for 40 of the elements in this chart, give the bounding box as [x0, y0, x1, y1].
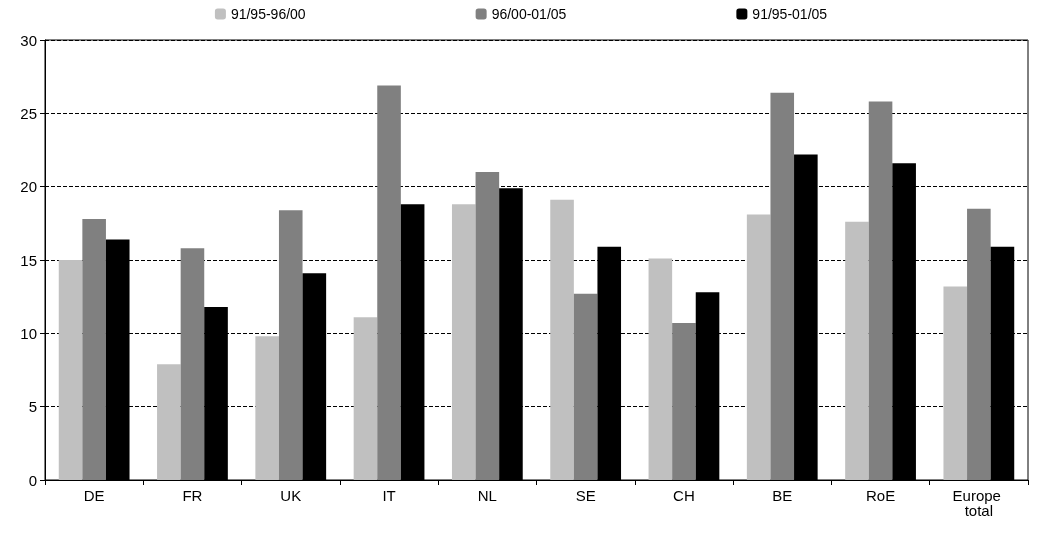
bar — [278, 210, 303, 480]
x-tick-label: FR — [182, 487, 203, 504]
x-tick-label: SE — [575, 487, 596, 504]
bar — [157, 364, 181, 480]
y-tick-label: 0 — [28, 471, 37, 489]
legend-label: 91/95-96/00 — [230, 6, 306, 22]
y-tick-label: 5 — [28, 398, 37, 416]
bar — [573, 293, 598, 480]
x-tick-label: IT — [382, 487, 396, 504]
bar — [180, 248, 205, 480]
bar — [770, 92, 795, 480]
x-tick-label: NL — [477, 487, 497, 504]
x-tick-label: DE — [83, 487, 105, 504]
bar — [550, 199, 574, 480]
y-tick-label: 10 — [20, 324, 37, 342]
bar — [451, 204, 476, 480]
x-tick-label: BE — [772, 487, 793, 504]
bar — [746, 214, 771, 480]
x-tick-label: RoE — [865, 487, 896, 504]
bar — [255, 336, 279, 480]
bar — [672, 323, 696, 480]
y-tick-label: 20 — [20, 178, 37, 196]
bar — [868, 101, 893, 480]
bar — [967, 208, 991, 480]
bar — [943, 286, 968, 480]
y-tick-label: 25 — [20, 104, 37, 122]
x-tick-label: UK — [280, 487, 302, 504]
x-tick-label: Europe total — [952, 487, 1006, 519]
bar — [377, 85, 401, 480]
legend-label: 96/00-01/05 — [491, 6, 567, 22]
bar — [475, 172, 500, 480]
bar — [82, 218, 106, 480]
y-tick-label: 15 — [20, 251, 37, 269]
bar — [845, 221, 869, 480]
bar — [353, 317, 378, 480]
legend-label: 91/95-01/05 — [752, 6, 828, 22]
x-tick-label: CH — [673, 487, 695, 504]
y-tick-label: 30 — [20, 31, 37, 49]
bar — [58, 260, 83, 480]
bar — [648, 258, 673, 480]
